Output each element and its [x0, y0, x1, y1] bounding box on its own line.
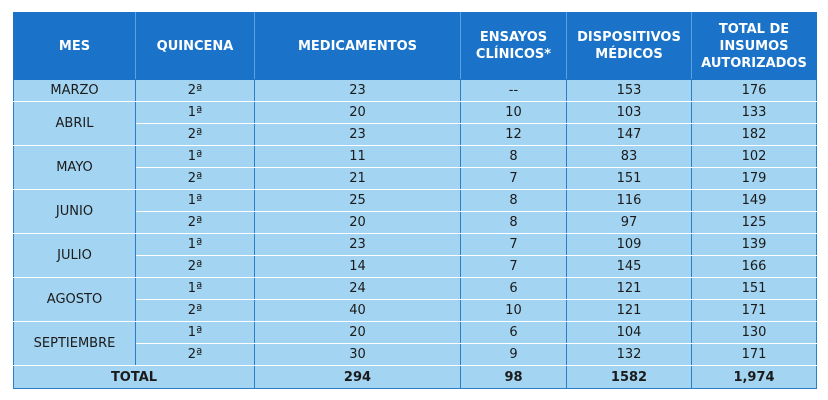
- cell-mes: MAYO: [13, 145, 136, 190]
- table-row: SEPTIEMBRE 1ª 20 6 104 130: [13, 321, 817, 366]
- header-ensayos-clinicos: ENSAYOS CLÍNICOS*: [460, 12, 567, 80]
- cell-total-insumos: 130: [691, 321, 817, 344]
- table-row: 2ª 30 9 132 171: [14, 343, 817, 366]
- cell-medicamentos: 23: [254, 79, 461, 102]
- cell-medicamentos: 24: [254, 277, 461, 300]
- cell-quincena: 1ª: [135, 277, 255, 300]
- cell-ensayos-clinicos: 8: [460, 145, 567, 168]
- cell-dispositivos-medicos: 103: [566, 101, 692, 124]
- cell-ensayos-clinicos: 8: [460, 189, 567, 212]
- cell-dispositivos-medicos: 104: [566, 321, 692, 344]
- table-row: MAYO 1ª 11 8 83 102: [13, 145, 817, 190]
- cell-medicamentos: 21: [254, 167, 461, 190]
- total-row: TOTAL 294 98 1582 1,974: [13, 365, 817, 389]
- cell-medicamentos: 11: [254, 145, 461, 168]
- cell-total-insumos: 139: [691, 233, 817, 256]
- cell-dispositivos-medicos: 151: [566, 167, 692, 190]
- cell-total-insumos: 182: [691, 123, 817, 146]
- cell-ensayos-clinicos: 8: [460, 211, 567, 234]
- cell-mes: JUNIO: [13, 189, 136, 234]
- cell-dispositivos-medicos: 145: [566, 255, 692, 278]
- cell-quincena: 2ª: [135, 255, 255, 278]
- cell-total-insumos: 166: [691, 255, 817, 278]
- cell-medicamentos: 20: [254, 211, 461, 234]
- cell-ensayos-clinicos: 7: [460, 167, 567, 190]
- cell-ensayos-clinicos: 10: [460, 299, 567, 322]
- cell-dispositivos-medicos: 132: [566, 343, 692, 366]
- cell-medicamentos: 30: [254, 343, 461, 366]
- total-label: TOTAL: [13, 365, 255, 389]
- cell-quincena: 2ª: [135, 167, 255, 190]
- cell-quincena: 2ª: [135, 79, 255, 102]
- table-container: MES QUINCENA MEDICAMENTOS ENSAYOS CLÍNICO…: [13, 12, 817, 389]
- cell-quincena: 2ª: [135, 123, 255, 146]
- cell-ensayos-clinicos: 6: [460, 277, 567, 300]
- cell-ensayos-clinicos: 6: [460, 321, 567, 344]
- table-row: ABRIL 1ª 20 10 103 133: [13, 101, 817, 146]
- header-row: MES QUINCENA MEDICAMENTOS ENSAYOS CLÍNICO…: [13, 12, 817, 80]
- table-row: MARZO 2ª 23 -- 153 176: [13, 79, 817, 102]
- table-row: JULIO 1ª 23 7 109 139: [13, 233, 817, 278]
- cell-medicamentos: 23: [254, 233, 461, 256]
- cell-total-insumos: 102: [691, 145, 817, 168]
- cell-total-insumos: 171: [691, 299, 817, 322]
- cell-medicamentos: 20: [254, 101, 461, 124]
- cell-total-insumos: 133: [691, 101, 817, 124]
- cell-medicamentos: 40: [254, 299, 461, 322]
- cell-quincena: 1ª: [135, 321, 255, 344]
- cell-dispositivos-medicos: 116: [566, 189, 692, 212]
- cell-ensayos-clinicos: 12: [460, 123, 567, 146]
- cell-mes: AGOSTO: [13, 277, 136, 322]
- cell-dispositivos-medicos: 83: [566, 145, 692, 168]
- table-row: 2ª 23 12 147 182: [14, 123, 817, 146]
- table-body: MARZO 2ª 23 -- 153 176 ABRIL 1ª 20 10 103 133 2ª 23 12…: [13, 79, 817, 389]
- cell-dispositivos-medicos: 147: [566, 123, 692, 146]
- table-row: 2ª 20 8 97 125: [14, 211, 817, 234]
- cell-ensayos-clinicos: 10: [460, 101, 567, 124]
- total-insumos: 1,974: [691, 365, 817, 389]
- cell-quincena: 1ª: [135, 189, 255, 212]
- total-dispositivos-medicos: 1582: [566, 365, 692, 389]
- cell-ensayos-clinicos: 9: [460, 343, 567, 366]
- table-row: JUNIO 1ª 25 8 116 149: [13, 189, 817, 234]
- cell-quincena: 2ª: [135, 211, 255, 234]
- cell-total-insumos: 171: [691, 343, 817, 366]
- cell-mes: ABRIL: [13, 101, 136, 146]
- cell-mes: MARZO: [13, 79, 136, 102]
- cell-quincena: 1ª: [135, 233, 255, 256]
- cell-ensayos-clinicos: --: [460, 79, 567, 102]
- cell-ensayos-clinicos: 7: [460, 255, 567, 278]
- cell-mes: SEPTIEMBRE: [13, 321, 136, 366]
- total-ensayos-clinicos: 98: [460, 365, 567, 389]
- cell-dispositivos-medicos: 109: [566, 233, 692, 256]
- table-row: AGOSTO 1ª 24 6 121 151: [13, 277, 817, 322]
- cell-total-insumos: 125: [691, 211, 817, 234]
- header-medicamentos: MEDICAMENTOS: [254, 12, 461, 80]
- authorized-supplies-table: MES QUINCENA MEDICAMENTOS ENSAYOS CLÍNICO…: [13, 12, 817, 389]
- cell-dispositivos-medicos: 153: [566, 79, 692, 102]
- cell-quincena: 2ª: [135, 343, 255, 366]
- header-mes: MES: [13, 12, 136, 80]
- cell-dispositivos-medicos: 121: [566, 299, 692, 322]
- cell-medicamentos: 25: [254, 189, 461, 212]
- cell-total-insumos: 176: [691, 79, 817, 102]
- cell-medicamentos: 20: [254, 321, 461, 344]
- cell-total-insumos: 149: [691, 189, 817, 212]
- total-medicamentos: 294: [254, 365, 461, 389]
- header-quincena: QUINCENA: [135, 12, 255, 80]
- cell-dispositivos-medicos: 97: [566, 211, 692, 234]
- cell-medicamentos: 14: [254, 255, 461, 278]
- cell-quincena: 1ª: [135, 145, 255, 168]
- cell-total-insumos: 179: [691, 167, 817, 190]
- cell-ensayos-clinicos: 7: [460, 233, 567, 256]
- cell-quincena: 1ª: [135, 101, 255, 124]
- cell-mes: JULIO: [13, 233, 136, 278]
- cell-total-insumos: 151: [691, 277, 817, 300]
- cell-medicamentos: 23: [254, 123, 461, 146]
- header-total-insumos: TOTAL DE INSUMOS AUTORIZADOS: [691, 12, 817, 80]
- cell-dispositivos-medicos: 121: [566, 277, 692, 300]
- header-dispositivos-medicos: DISPOSITIVOS MÉDICOS: [566, 12, 692, 80]
- cell-quincena: 2ª: [135, 299, 255, 322]
